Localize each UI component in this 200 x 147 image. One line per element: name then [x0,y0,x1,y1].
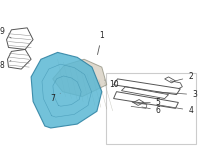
FancyBboxPatch shape [106,73,196,144]
Text: 10: 10 [104,80,119,89]
Text: 6: 6 [142,106,161,115]
Text: 3: 3 [156,90,197,99]
Text: 9: 9 [0,27,11,38]
Text: 8: 8 [0,61,11,70]
Text: 2: 2 [174,72,193,81]
Text: 7: 7 [50,93,60,103]
Polygon shape [53,59,107,97]
Polygon shape [31,52,102,128]
Text: 1: 1 [98,31,104,55]
Text: 5: 5 [142,98,161,107]
Text: 4: 4 [159,105,193,115]
